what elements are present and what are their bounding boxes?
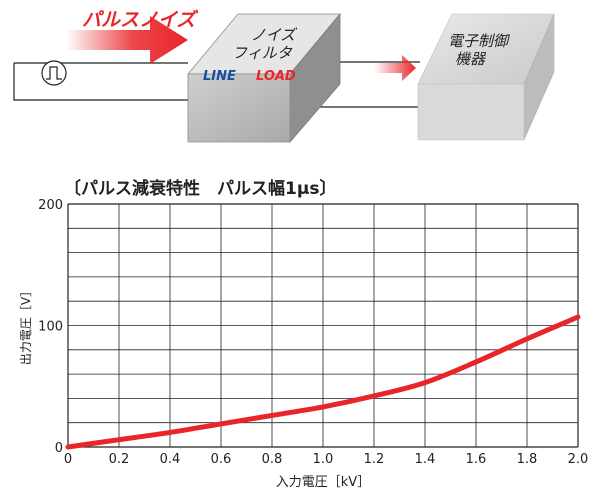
pulse-source-icon bbox=[41, 60, 67, 86]
x-tick-label: 1.8 bbox=[517, 452, 538, 467]
y-tick-label: 0 bbox=[55, 441, 63, 456]
x-axis-ticks: 0 0.2 0.4 0.6 0.8 1.0 1.2 1.4 1.6 1.8 2.0 bbox=[64, 452, 588, 467]
x-tick-label: 0.6 bbox=[211, 452, 232, 467]
x-tick-label: 1.6 bbox=[466, 452, 487, 467]
series-line bbox=[65, 314, 581, 450]
filter-label-line1: ノイズ bbox=[251, 26, 298, 44]
chart-grid bbox=[67, 203, 579, 448]
noise-filter-diagram: パルスノイズ ノイズ フィルタ LINE LOAD 電子制御 機器 bbox=[13, 9, 555, 144]
pulse-noise-label: パルスノイズ bbox=[82, 9, 198, 31]
filter-load-label: LOAD bbox=[256, 69, 296, 84]
chart-series bbox=[65, 314, 581, 450]
filter-box-front bbox=[187, 73, 291, 143]
device-label-line2: 機器 bbox=[455, 50, 487, 68]
x-tick-label: 1.4 bbox=[415, 452, 436, 467]
chart-title: 〔パルス減衰特性 パルス幅1μs〕 bbox=[64, 178, 336, 199]
x-axis-label: 入力電圧［kV］ bbox=[276, 475, 370, 490]
y-tick-label: 200 bbox=[38, 198, 63, 213]
x-tick-label: 2.0 bbox=[568, 452, 589, 467]
filter-line-label: LINE bbox=[203, 69, 236, 84]
filter-label-line2: フィルタ bbox=[232, 44, 293, 62]
x-tick-label: 1.0 bbox=[313, 452, 334, 467]
x-tick-label: 0.2 bbox=[109, 452, 130, 467]
x-tick-label: 0.8 bbox=[262, 452, 283, 467]
y-axis-ticks: 0 100 200 bbox=[38, 198, 63, 456]
device-box-front bbox=[417, 83, 525, 141]
y-axis-label: 出力電圧［V］ bbox=[19, 285, 33, 365]
pulse-waveform-icon bbox=[46, 66, 62, 80]
wire-bottom bbox=[13, 63, 188, 101]
device-label-line1: 電子制御 bbox=[448, 32, 510, 50]
y-tick-label: 100 bbox=[38, 320, 63, 335]
attenuated-noise-arrow-icon bbox=[374, 55, 416, 81]
x-tick-label: 0.4 bbox=[160, 452, 181, 467]
x-tick-label: 1.2 bbox=[364, 452, 385, 467]
x-tick-label: 0 bbox=[64, 452, 72, 467]
pulse-noise-arrow-icon bbox=[66, 16, 188, 64]
